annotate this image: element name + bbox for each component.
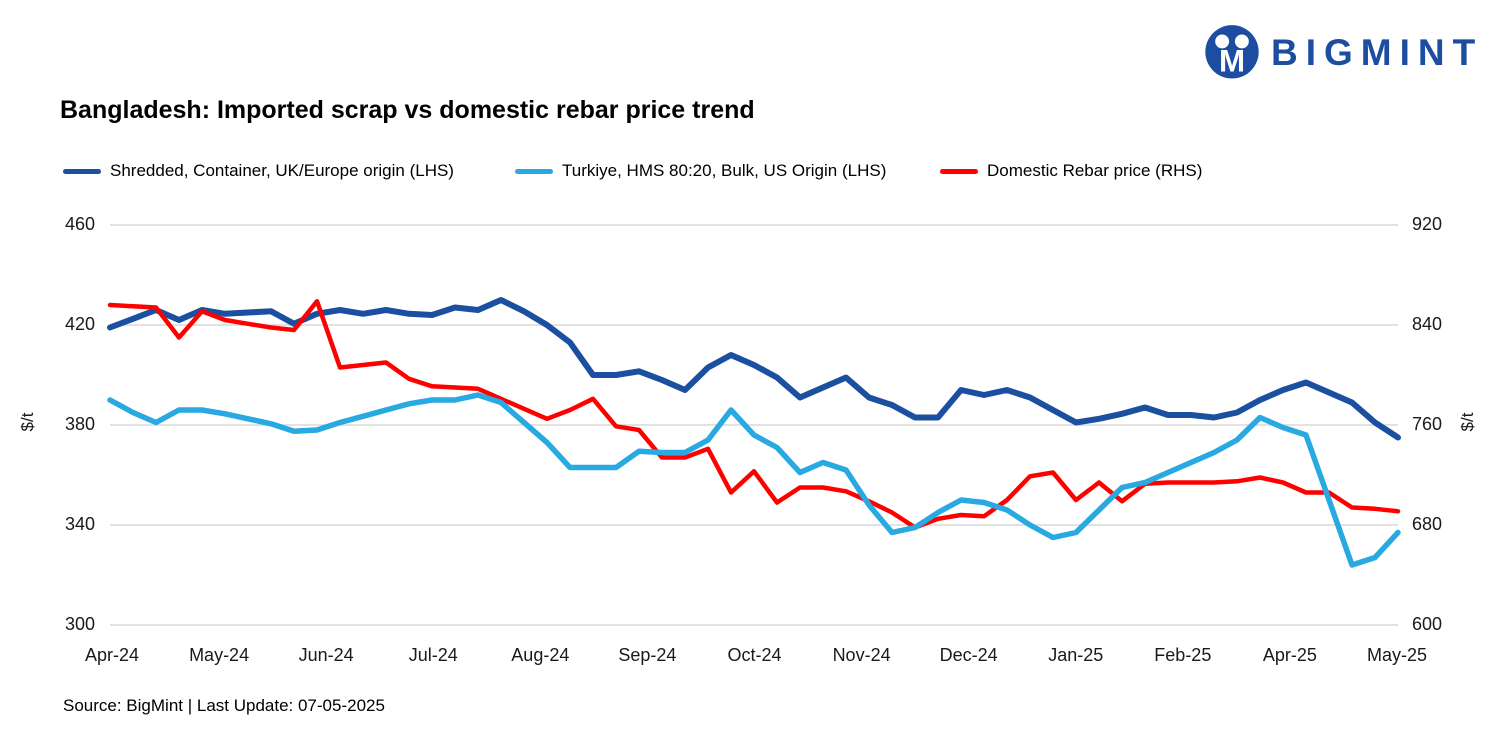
left-axis-tick: 380 bbox=[64, 414, 95, 434]
x-axis-label: Jul-24 bbox=[408, 645, 458, 665]
right-axis-tick: 760 bbox=[1412, 414, 1443, 434]
right-axis-tick: 920 bbox=[1412, 214, 1443, 234]
x-axis-label: Apr-24 bbox=[84, 645, 140, 665]
series-line-0 bbox=[107, 297, 1401, 441]
people-icon: M bbox=[1205, 25, 1259, 79]
legend-line-swatch bbox=[515, 168, 553, 174]
left-axis-tick: 300 bbox=[64, 614, 95, 634]
x-axis-label: Jan-25 bbox=[1048, 645, 1104, 665]
series-line-1 bbox=[107, 392, 1401, 568]
x-axis-label: Apr-25 bbox=[1262, 645, 1317, 665]
right-axis-tick: 600 bbox=[1412, 614, 1443, 634]
x-axis-label: Nov-24 bbox=[832, 645, 891, 665]
right-axis-tick: 680 bbox=[1412, 514, 1443, 534]
legend-line-swatch bbox=[63, 168, 101, 174]
right-axis-unit: $/t bbox=[1458, 412, 1477, 432]
right-axis-tick: 840 bbox=[1412, 314, 1443, 334]
x-axis-label: Oct-24 bbox=[727, 645, 782, 665]
x-axis-label: Dec-24 bbox=[939, 645, 998, 665]
legend-item-0: Shredded, Container, UK/Europe origin (L… bbox=[63, 160, 454, 182]
bigmint-logo-text: BIGMINT bbox=[1271, 32, 1484, 73]
x-axis-label: May-24 bbox=[189, 645, 250, 665]
series-line-2 bbox=[107, 299, 1401, 530]
left-axis-unit: $/t bbox=[18, 412, 37, 432]
left-axis-tick: 460 bbox=[64, 214, 95, 234]
legend-label: Shredded, Container, UK/Europe origin (L… bbox=[110, 161, 454, 180]
x-axis-label: May-25 bbox=[1366, 645, 1428, 665]
legend-item-1: Turkiye, HMS 80:20, Bulk, US Origin (LHS… bbox=[515, 160, 886, 182]
svg-text:M: M bbox=[1219, 44, 1245, 79]
left-axis-tick: 340 bbox=[64, 514, 95, 534]
legend-label: Domestic Rebar price (RHS) bbox=[987, 161, 1203, 180]
page-title: Bangladesh: Imported scrap vs domestic r… bbox=[60, 96, 755, 124]
x-axis-label: Jun-24 bbox=[298, 645, 354, 665]
source-note: Source: BigMint | Last Update: 07-05-202… bbox=[63, 696, 385, 715]
x-axis-label: Sep-24 bbox=[618, 645, 677, 665]
legend-item-2: Domestic Rebar price (RHS) bbox=[940, 160, 1202, 182]
legend-line-swatch bbox=[940, 168, 978, 174]
x-axis-label: Aug-24 bbox=[511, 645, 570, 665]
legend-label: Turkiye, HMS 80:20, Bulk, US Origin (LHS… bbox=[562, 161, 887, 180]
x-axis-label: Feb-25 bbox=[1154, 645, 1212, 665]
left-axis-tick: 420 bbox=[64, 314, 95, 334]
bigmint-logo: M BIGMINT bbox=[1203, 24, 1483, 82]
